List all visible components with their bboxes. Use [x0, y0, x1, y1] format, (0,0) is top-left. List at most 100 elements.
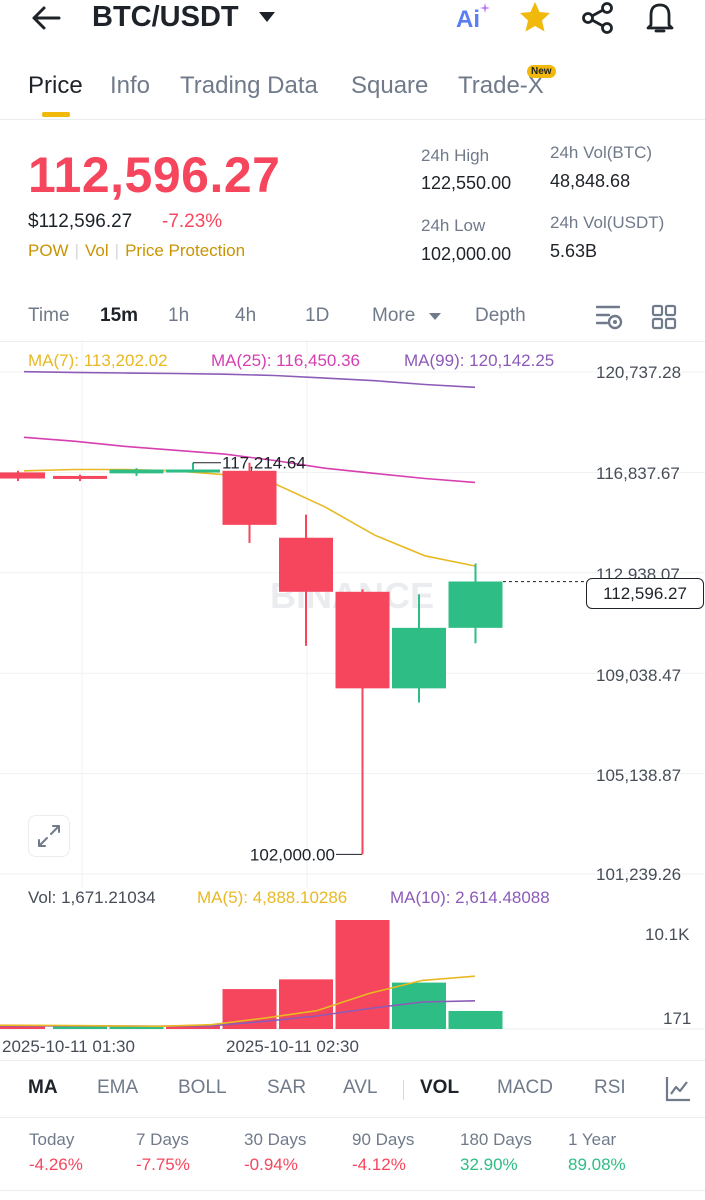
indicator-macd[interactable]: MACD — [497, 1077, 553, 1098]
indicator-boll[interactable]: BOLL — [178, 1077, 227, 1098]
expand-icon — [38, 825, 60, 847]
y-tick-label: 101,239.26 — [596, 865, 682, 884]
perf-label-90d: 90 Days — [352, 1130, 415, 1149]
timeframe-time[interactable]: Time — [28, 305, 70, 326]
active-tab-indicator — [42, 112, 70, 117]
candle-body — [222, 470, 277, 525]
candle-body — [335, 591, 390, 689]
ma25-line — [23, 436, 476, 484]
timeframe-1h[interactable]: 1h — [168, 305, 190, 326]
indicator-ema[interactable]: EMA — [97, 1077, 139, 1098]
volume-bar — [279, 979, 333, 1029]
candle — [53, 474, 107, 482]
tab-trading-data[interactable]: Trading Data — [180, 72, 318, 99]
sparkle-icon — [480, 3, 490, 13]
volume-bar — [392, 982, 446, 1029]
timeframe-1d[interactable]: 1D — [305, 305, 330, 326]
favorite-star-icon[interactable] — [518, 1, 552, 33]
tag-vol[interactable]: Vol — [85, 241, 109, 260]
perf-value-1y: 89.08% — [568, 1155, 626, 1174]
expand-chart-button[interactable] — [28, 815, 70, 857]
dropdown-caret-icon[interactable] — [258, 11, 276, 23]
y-tick-label: 105,138.87 — [596, 766, 682, 785]
chart-settings-icon[interactable] — [595, 303, 625, 331]
y-tick-label: 120,737.28 — [596, 363, 682, 382]
divider — [0, 1060, 705, 1061]
indicator-avl[interactable]: AVL — [343, 1077, 378, 1098]
perf-value-90d: -4.12% — [352, 1155, 406, 1174]
tab-price[interactable]: Price — [28, 72, 83, 99]
perf-value-today: -4.26% — [29, 1155, 83, 1174]
candle — [279, 514, 333, 646]
ma7-legend: MA(7): 113,202.02 — [28, 351, 168, 370]
perf-value-7d: -7.75% — [136, 1155, 190, 1174]
tab-bar: Price Info Trading Data Square Trade-X N… — [0, 65, 705, 120]
current-price-tag[interactable]: 112,596.27 — [586, 578, 704, 609]
volume-chart[interactable] — [0, 912, 705, 1062]
ai-icon[interactable]: Ai — [456, 6, 480, 33]
candle-body — [166, 469, 220, 473]
candle — [109, 468, 164, 476]
divider — [0, 1117, 705, 1118]
vol-ma10-legend: MA(10): 2,614.48088 — [390, 888, 550, 907]
candle-body — [53, 475, 107, 479]
vol-usdt-value: 5.63B — [550, 241, 598, 261]
high-label: 24h High — [421, 146, 490, 165]
candle-body — [279, 537, 333, 592]
high-marker-label: 117,214.64 — [222, 454, 306, 473]
indicator-ma[interactable]: MA — [28, 1077, 58, 1098]
back-arrow-icon[interactable] — [30, 4, 62, 32]
tag-pow[interactable]: POW — [28, 241, 69, 260]
ma25-legend: MA(25): 116,450.36 — [211, 351, 360, 370]
candle-body — [0, 472, 45, 479]
perf-value-30d: -0.94% — [244, 1155, 298, 1174]
grid-layout-icon[interactable] — [651, 304, 677, 330]
tab-info[interactable]: Info — [110, 72, 151, 99]
y-tick-label: 116,837.67 — [596, 464, 680, 483]
usd-price: $112,596.27 — [28, 211, 133, 232]
candle-body — [392, 627, 446, 689]
vol-ma5-legend: MA(5): 4,888.10286 — [197, 888, 348, 907]
indicator-vol[interactable]: VOL — [420, 1077, 460, 1098]
tab-square[interactable]: Square — [351, 72, 429, 99]
candle — [448, 563, 503, 644]
last-price: 112,596.27 — [28, 147, 281, 203]
perf-label-1y: 1 Year — [568, 1130, 617, 1149]
perf-label-7d: 7 Days — [136, 1130, 189, 1149]
vol-ma5-line — [0, 975, 476, 1028]
depth-tab[interactable]: Depth — [475, 305, 526, 326]
divider — [0, 1190, 705, 1191]
volume-bar — [109, 1026, 164, 1029]
new-badge: New — [527, 65, 556, 78]
volume-bar — [53, 1026, 107, 1029]
volume-bar — [0, 1026, 45, 1029]
share-icon[interactable] — [581, 2, 615, 34]
indicator-rsi[interactable]: RSI — [594, 1077, 626, 1098]
pair-title[interactable]: BTC/USDT — [92, 1, 239, 33]
divider — [0, 341, 705, 342]
timeframe-15m[interactable]: 15m — [100, 305, 139, 326]
tag-row: POW | Vol | Price Protection — [28, 241, 246, 260]
vol-y-tick-label: 171 — [663, 1009, 692, 1028]
candle-body — [109, 469, 164, 474]
divider — [0, 119, 705, 120]
candle — [166, 462, 220, 473]
vol-btc-value: 48,848.68 — [550, 171, 631, 191]
tag-price-protection[interactable]: Price Protection — [125, 241, 246, 260]
indicator-separator — [403, 1080, 404, 1100]
candle — [0, 470, 45, 482]
timeframe-4h[interactable]: 4h — [235, 305, 257, 326]
volume-bar — [448, 1010, 503, 1029]
low-value: 102,000.00 — [421, 244, 512, 264]
volume-bar — [335, 920, 390, 1029]
candle — [392, 594, 446, 703]
bell-icon[interactable] — [643, 0, 677, 34]
perf-value-180d: 32.90% — [460, 1155, 518, 1174]
indicator-sar[interactable]: SAR — [267, 1077, 307, 1098]
indicator-settings-icon[interactable] — [664, 1075, 692, 1103]
candle-body — [448, 581, 503, 628]
timeframe-more[interactable]: More — [372, 305, 416, 326]
more-caret-icon[interactable] — [428, 312, 442, 321]
y-tick-label: 109,038.47 — [596, 666, 682, 685]
